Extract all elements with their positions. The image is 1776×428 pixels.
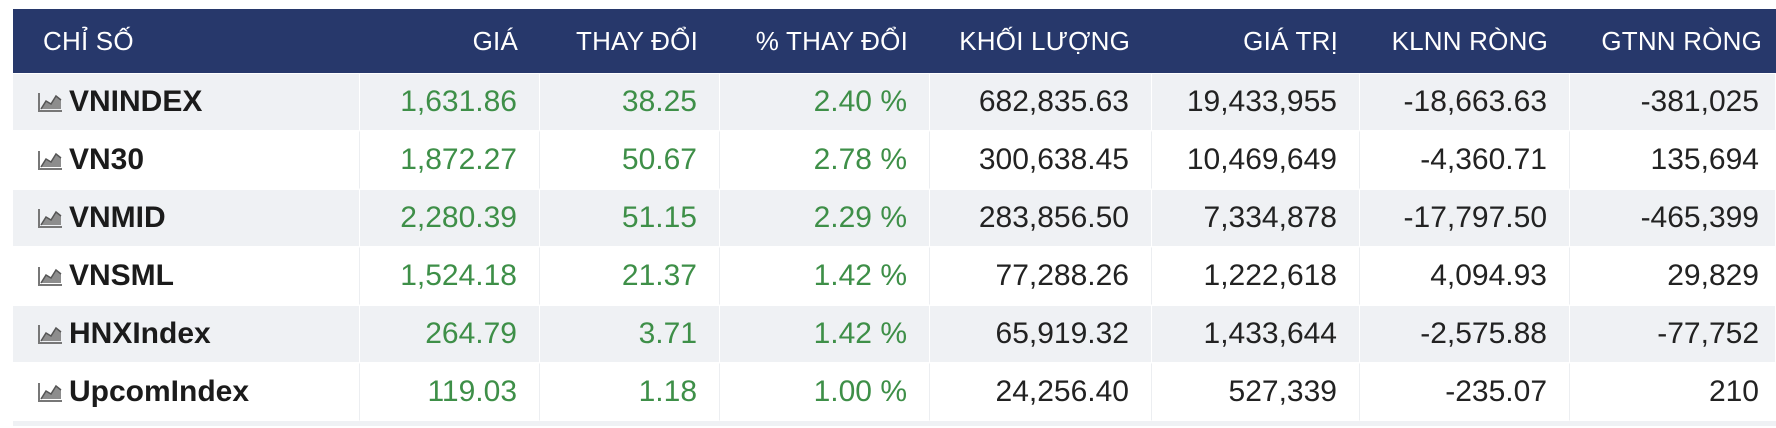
table-row[interactable]: VNINDEX 1,631.86 38.25 2.40 % 682,835.63… (13, 73, 1776, 131)
value-cell: 19,433,955 (1152, 73, 1360, 131)
volume-cell: 300,638.45 (930, 131, 1152, 189)
header-khoi-luong[interactable]: KHỐI LƯỢNG (930, 9, 1152, 73)
header-gtnn-rong[interactable]: GTNN RÒNG (1570, 9, 1776, 73)
table-header-row: CHỈ SỐ GIÁ THAY ĐỔI % THAY ĐỔI KHỐI LƯỢN… (13, 9, 1776, 73)
index-name: HNXIndex (69, 317, 211, 350)
header-gia[interactable]: GIÁ (360, 9, 540, 73)
value-cell: 1,222,618 (1152, 247, 1360, 305)
index-name: VNMID (69, 201, 166, 234)
volume-cell: 283,856.50 (930, 189, 1152, 247)
change-cell: 1.18 (540, 363, 720, 421)
table-bottom-divider (13, 421, 1776, 426)
index-name-cell[interactable]: UpcomIndex (13, 363, 360, 421)
klnn-net-cell: 4,094.93 (1360, 247, 1570, 305)
area-chart-icon (38, 325, 62, 344)
pct-change-cell: 2.29 % (720, 189, 930, 247)
change-cell: 21.37 (540, 247, 720, 305)
header-chi-so[interactable]: CHỈ SỐ (13, 9, 360, 73)
pct-change-cell: 1.42 % (720, 247, 930, 305)
header-klnn-rong[interactable]: KLNN RÒNG (1360, 9, 1570, 73)
price-cell: 1,631.86 (360, 73, 540, 131)
index-name: VNINDEX (69, 85, 203, 118)
price-cell: 2,280.39 (360, 189, 540, 247)
volume-cell: 24,256.40 (930, 363, 1152, 421)
table-body: VNINDEX 1,631.86 38.25 2.40 % 682,835.63… (13, 73, 1776, 421)
area-chart-icon (38, 267, 62, 286)
table-row[interactable]: UpcomIndex 119.03 1.18 1.00 % 24,256.40 … (13, 363, 1776, 421)
change-cell: 38.25 (540, 73, 720, 131)
price-cell: 1,524.18 (360, 247, 540, 305)
index-name-cell[interactable]: VNSML (13, 247, 360, 305)
change-cell: 3.71 (540, 305, 720, 363)
gtnn-net-cell: -465,399 (1570, 189, 1776, 247)
table-row[interactable]: VNMID 2,280.39 51.15 2.29 % 283,856.50 7… (13, 189, 1776, 247)
value-cell: 527,339 (1152, 363, 1360, 421)
table-row[interactable]: VN30 1,872.27 50.67 2.78 % 300,638.45 10… (13, 131, 1776, 189)
index-name: VNSML (69, 259, 174, 292)
index-name-cell[interactable]: HNXIndex (13, 305, 360, 363)
klnn-net-cell: -17,797.50 (1360, 189, 1570, 247)
value-cell: 7,334,878 (1152, 189, 1360, 247)
price-cell: 1,872.27 (360, 131, 540, 189)
pct-change-cell: 1.42 % (720, 305, 930, 363)
area-chart-icon (38, 209, 62, 228)
value-cell: 10,469,649 (1152, 131, 1360, 189)
index-name-cell[interactable]: VN30 (13, 131, 360, 189)
market-index-table: CHỈ SỐ GIÁ THAY ĐỔI % THAY ĐỔI KHỐI LƯỢN… (13, 9, 1776, 421)
klnn-net-cell: -235.07 (1360, 363, 1570, 421)
pct-change-cell: 2.78 % (720, 131, 930, 189)
index-name-cell[interactable]: VNINDEX (13, 73, 360, 131)
gtnn-net-cell: -77,752 (1570, 305, 1776, 363)
area-chart-icon (38, 383, 62, 402)
gtnn-net-cell: -381,025 (1570, 73, 1776, 131)
gtnn-net-cell: 135,694 (1570, 131, 1776, 189)
gtnn-net-cell: 210 (1570, 363, 1776, 421)
area-chart-icon (38, 151, 62, 170)
gtnn-net-cell: 29,829 (1570, 247, 1776, 305)
pct-change-cell: 1.00 % (720, 363, 930, 421)
header-gia-tri[interactable]: GIÁ TRỊ (1152, 9, 1360, 73)
change-cell: 51.15 (540, 189, 720, 247)
volume-cell: 682,835.63 (930, 73, 1152, 131)
header-pct-thay-doi[interactable]: % THAY ĐỔI (720, 9, 930, 73)
index-name: UpcomIndex (69, 375, 250, 408)
pct-change-cell: 2.40 % (720, 73, 930, 131)
index-table-container: CHỈ SỐ GIÁ THAY ĐỔI % THAY ĐỔI KHỐI LƯỢN… (13, 9, 1776, 426)
index-name-cell[interactable]: VNMID (13, 189, 360, 247)
klnn-net-cell: -4,360.71 (1360, 131, 1570, 189)
price-cell: 119.03 (360, 363, 540, 421)
volume-cell: 65,919.32 (930, 305, 1152, 363)
klnn-net-cell: -18,663.63 (1360, 73, 1570, 131)
klnn-net-cell: -2,575.88 (1360, 305, 1570, 363)
value-cell: 1,433,644 (1152, 305, 1360, 363)
price-cell: 264.79 (360, 305, 540, 363)
change-cell: 50.67 (540, 131, 720, 189)
area-chart-icon (38, 93, 62, 112)
volume-cell: 77,288.26 (930, 247, 1152, 305)
table-row[interactable]: HNXIndex 264.79 3.71 1.42 % 65,919.32 1,… (13, 305, 1776, 363)
table-row[interactable]: VNSML 1,524.18 21.37 1.42 % 77,288.26 1,… (13, 247, 1776, 305)
index-name: VN30 (69, 143, 145, 176)
header-thay-doi[interactable]: THAY ĐỔI (540, 9, 720, 73)
